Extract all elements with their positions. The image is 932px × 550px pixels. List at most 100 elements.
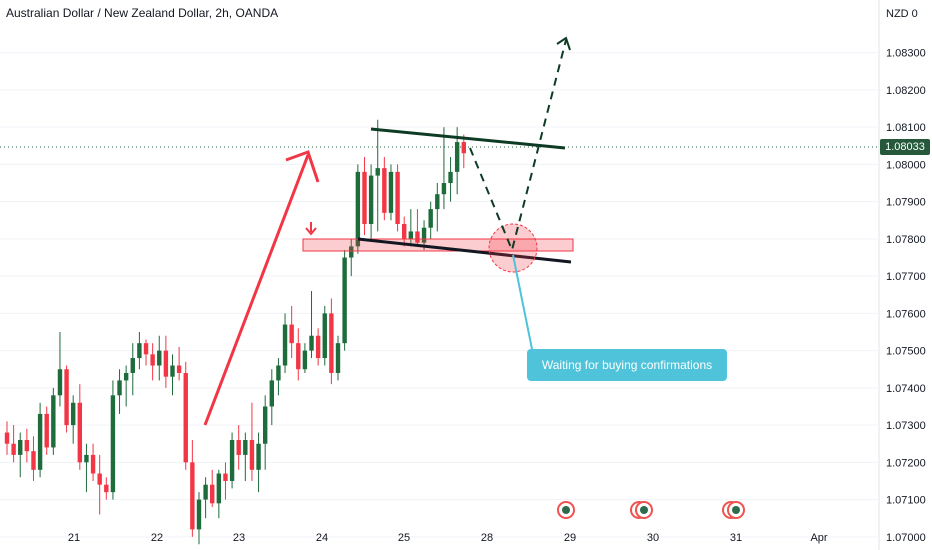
- x-tick-label: 23: [233, 532, 245, 544]
- candle-body: [236, 440, 241, 455]
- y-axis: 1.08300 1.08200 1.08100 1.08000 1.07900 1.078…: [878, 0, 926, 550]
- candle-body: [104, 484, 109, 493]
- candle-body: [249, 440, 255, 470]
- callout-pointer: [512, 254, 533, 350]
- event-icons: [557, 501, 745, 519]
- uptrend-arrow: [203, 154, 310, 426]
- callout-box: Waiting for buying confirmations: [527, 349, 727, 381]
- candle-body: [395, 171, 400, 224]
- candle-body: [276, 365, 281, 381]
- candle-body: [454, 142, 460, 172]
- candle-body: [229, 440, 235, 481]
- candle-body: [117, 380, 122, 396]
- candle-body: [11, 443, 16, 455]
- y-tick-label: 1.07100: [886, 495, 926, 507]
- candle-body: [64, 369, 69, 426]
- candle-body: [196, 499, 202, 530]
- x-tick-label: 24: [316, 532, 328, 544]
- candle-body: [375, 168, 380, 176]
- y-tick-label: 1.07400: [886, 383, 926, 395]
- candle-body: [223, 473, 228, 481]
- x-tick-label: 29: [564, 532, 576, 544]
- candle-body: [329, 313, 334, 373]
- candle-body: [110, 395, 116, 493]
- y-tick-label: 1.07000: [886, 532, 926, 544]
- candle-body: [368, 175, 374, 224]
- candle-body: [143, 343, 149, 355]
- candle-body: [355, 171, 361, 247]
- candle-body: [335, 343, 341, 373]
- marker-arrowhead: [305, 227, 317, 236]
- y-tick-label: 1.07800: [886, 234, 926, 246]
- event-icon-dot: [640, 506, 648, 514]
- grid: [0, 52, 878, 538]
- currency-label: NZD 0: [886, 8, 918, 20]
- candle-body: [163, 350, 169, 377]
- candle-body: [183, 372, 188, 463]
- candle-body: [282, 324, 288, 366]
- candle-body: [296, 343, 301, 370]
- x-tick-label: 30: [647, 532, 659, 544]
- candle-body: [289, 324, 294, 344]
- chart-title: Australian Dollar / New Zealand Dollar, …: [6, 6, 279, 20]
- uptrend-arrowhead: [285, 150, 320, 183]
- candle-body: [269, 380, 274, 407]
- projection-arrowhead: [556, 36, 571, 51]
- candle-body: [441, 183, 447, 195]
- annotations: [203, 36, 574, 426]
- candle-body: [150, 354, 155, 366]
- candle-body: [170, 365, 175, 377]
- candle-body: [262, 406, 268, 444]
- candle-body: [71, 402, 76, 426]
- candle-body: [123, 372, 129, 381]
- candles: [4, 119, 466, 545]
- candle-body: [210, 484, 215, 504]
- currency-suffix: 0: [911, 8, 918, 20]
- candle-body: [24, 440, 30, 452]
- y-tick-label: 1.07200: [886, 457, 926, 469]
- y-tick-label: 1.08000: [886, 159, 926, 171]
- candle-body: [435, 194, 440, 210]
- candle-body: [130, 358, 135, 373]
- candle-body: [137, 343, 142, 359]
- candle-body: [57, 369, 63, 396]
- candle-body: [203, 484, 208, 500]
- candle-body: [97, 473, 102, 485]
- candle-body: [322, 313, 327, 359]
- y-tick-label: 1.08100: [886, 122, 926, 134]
- lower-trendline: [357, 237, 572, 264]
- candle-body: [18, 440, 23, 455]
- candle-body: [256, 443, 261, 470]
- x-tick-label: 25: [398, 532, 410, 544]
- candle-body: [315, 335, 321, 359]
- x-tick-label: 28: [481, 532, 493, 544]
- y-tick-label: 1.07900: [886, 197, 926, 209]
- candle-body: [243, 440, 248, 455]
- x-tick-label: Apr: [810, 532, 827, 544]
- currency-code: NZD: [886, 8, 909, 20]
- support-zone: [302, 238, 574, 252]
- event-icon-dot: [732, 506, 740, 514]
- current-price-tag: 1.08033: [880, 139, 930, 155]
- candle-body: [51, 395, 56, 448]
- y-tick-label: 1.07700: [886, 271, 926, 283]
- candle-body: [415, 231, 420, 243]
- projection-path: [469, 39, 567, 254]
- candle-body: [342, 257, 347, 344]
- event-icon-dot: [562, 506, 570, 514]
- y-tick-label: 1.08200: [886, 85, 926, 97]
- candle-body: [157, 350, 162, 366]
- candle-body: [216, 473, 222, 504]
- candle-body: [84, 454, 89, 463]
- candle-body: [402, 224, 407, 239]
- candle-body: [31, 451, 36, 470]
- candle-body: [90, 454, 96, 474]
- y-tick-label: 1.07500: [886, 346, 926, 358]
- candle-body: [382, 168, 387, 213]
- candle-body: [421, 227, 427, 243]
- candle-body: [190, 462, 195, 530]
- candle-body: [388, 171, 394, 213]
- candle-body: [349, 246, 354, 258]
- candle-body: [302, 350, 308, 370]
